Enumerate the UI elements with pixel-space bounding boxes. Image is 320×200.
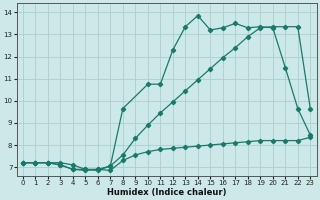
- X-axis label: Humidex (Indice chaleur): Humidex (Indice chaleur): [107, 188, 226, 197]
